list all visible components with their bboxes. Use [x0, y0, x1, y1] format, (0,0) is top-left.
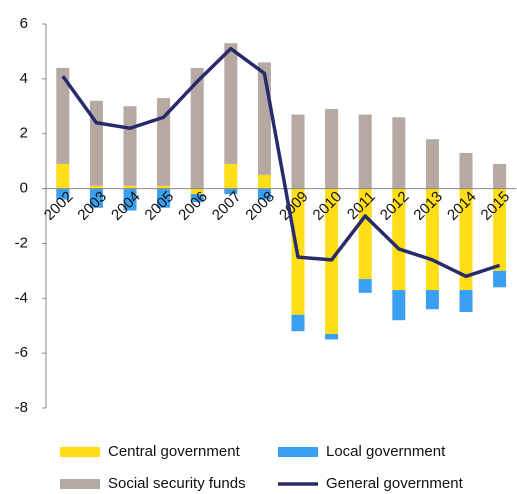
y-tick-label: 4 — [20, 70, 28, 87]
bar — [392, 117, 406, 189]
bar — [190, 188, 204, 195]
bar — [89, 185, 103, 189]
y-tick-label: 6 — [20, 15, 28, 32]
x-tick-label: 2006 — [175, 188, 211, 224]
bar — [56, 67, 70, 164]
bar — [123, 106, 137, 186]
bar — [157, 185, 171, 189]
bar — [123, 188, 137, 211]
bar — [493, 163, 507, 189]
bar — [291, 314, 305, 332]
legend-swatch — [278, 447, 318, 457]
bar — [392, 188, 406, 291]
bar — [493, 188, 507, 271]
bar — [325, 109, 339, 189]
bar — [224, 163, 238, 189]
bar — [224, 188, 238, 195]
bar — [358, 114, 372, 189]
x-tick-label: 2003 — [74, 188, 110, 224]
bar — [56, 163, 70, 189]
bar — [257, 174, 271, 189]
bar — [358, 188, 372, 280]
y-tick-label: -2 — [15, 234, 28, 251]
bar — [425, 188, 439, 291]
bar — [157, 188, 171, 208]
x-tick-label: 2008 — [242, 188, 278, 224]
bar — [190, 67, 204, 189]
bar — [459, 290, 473, 312]
bar — [123, 185, 137, 189]
bar — [89, 188, 103, 208]
bar — [425, 290, 439, 310]
bar — [257, 188, 271, 200]
legend-swatch — [60, 447, 100, 457]
y-tick-label: -8 — [15, 399, 28, 416]
bar — [392, 290, 406, 321]
y-tick-label: -4 — [15, 289, 28, 306]
bar — [459, 152, 473, 189]
y-tick-label: 2 — [20, 125, 28, 142]
y-tick-label: -6 — [15, 344, 28, 361]
x-tick-label: 2004 — [108, 188, 144, 224]
bar — [224, 43, 238, 164]
bar — [358, 279, 372, 293]
bar — [325, 333, 339, 340]
y-tick-label: 0 — [20, 180, 28, 197]
legend-label: Central government — [108, 443, 241, 460]
legend-label: Social security funds — [108, 475, 246, 492]
bar — [291, 114, 305, 189]
legend-label: Local government — [326, 443, 446, 460]
bar — [56, 188, 70, 200]
x-tick-label: 2005 — [142, 188, 178, 224]
bar — [190, 194, 204, 203]
bar — [493, 270, 507, 288]
line — [61, 46, 501, 279]
bar — [425, 139, 439, 189]
bar — [459, 188, 473, 291]
legend-label: General government — [326, 475, 464, 492]
legend-swatch — [60, 479, 100, 489]
x-tick-label: 2007 — [209, 188, 245, 224]
